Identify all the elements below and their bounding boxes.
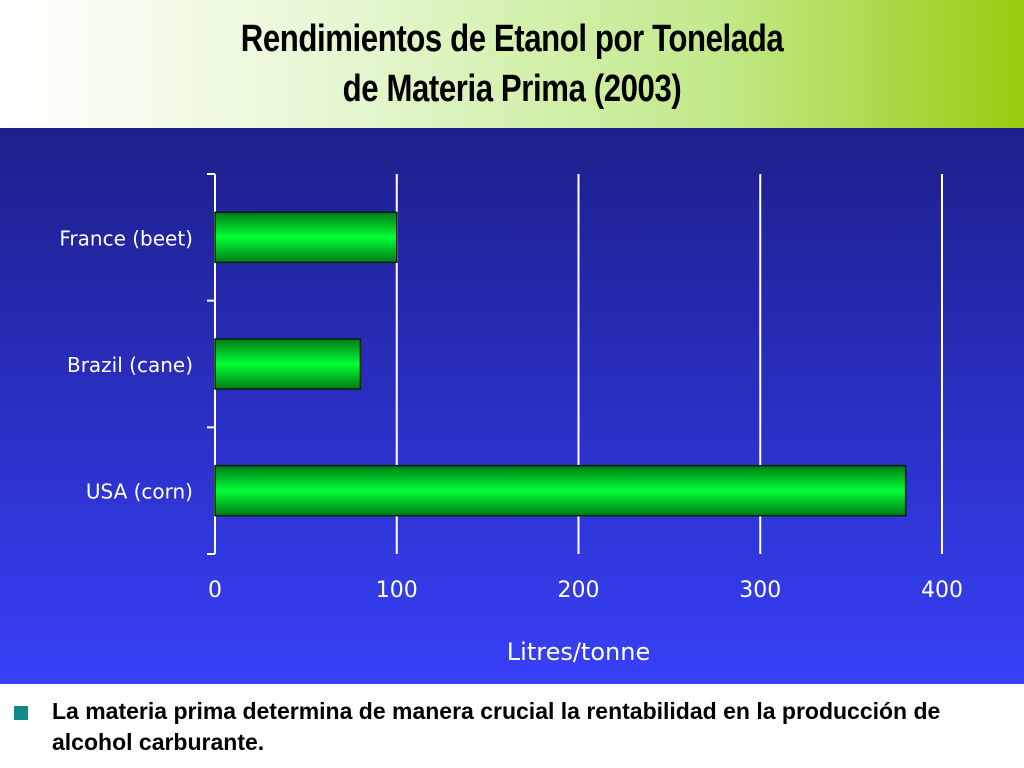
title-band: Rendimientos de Etanol por Tonelada de M… [0,0,1024,128]
axis-labels: 0 100 200 300 400 France (beet) Brazil (cane) U… [59,226,963,666]
bar [214,211,398,264]
x-tick-label: 300 [739,578,781,603]
x-tick-label: 0 [208,578,222,603]
x-axis-title: Litres/tonne [507,638,650,666]
bars [214,211,907,517]
x-tick-label: 200 [558,578,600,603]
bar-chart: 0 100 200 300 400 France (beet) Brazil (cane) U… [59,173,963,666]
bar [214,464,907,517]
axes [207,173,216,555]
chart-panel: 0 100 200 300 400 France (beet) Brazil (cane) U… [0,128,1024,684]
square-bullet-icon [14,706,28,720]
x-tick-label: 100 [376,578,418,603]
bar [214,338,362,390]
slide-title-line-1: Rendimientos de Etanol por Tonelada [240,18,784,60]
category-label: USA (corn) [86,480,193,504]
bullet-text: La materia prima determina de manera cru… [52,698,941,755]
x-tick-label: 400 [921,578,963,603]
slide-title: Rendimientos de Etanol por Tonelada de M… [0,14,1024,114]
slide-title-line-2: de Materia Prima (2003) [342,68,682,110]
category-label: France (beet) [59,226,193,250]
category-label: Brazil (cane) [67,353,193,377]
